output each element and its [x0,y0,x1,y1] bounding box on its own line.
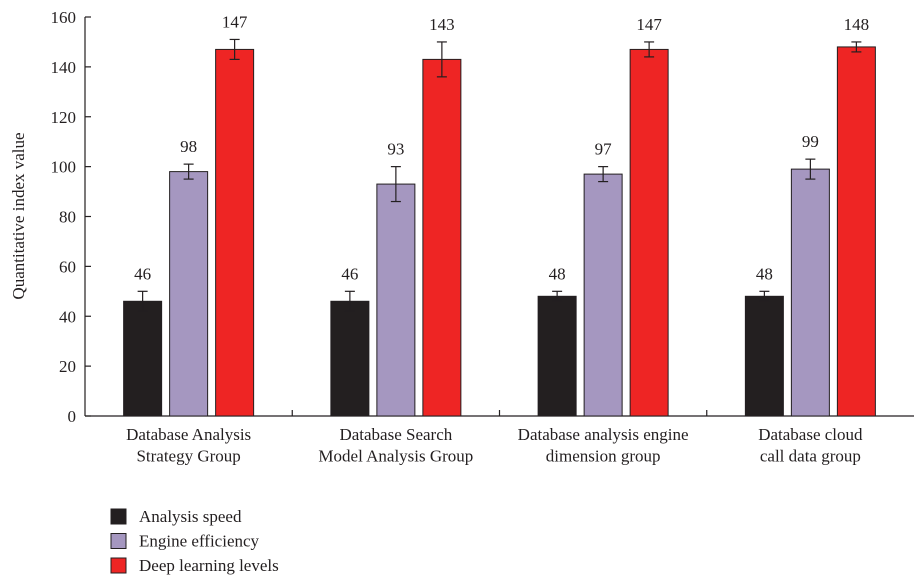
y-tick-label: 40 [59,307,76,326]
value-label: 48 [756,264,773,283]
bar [537,295,577,417]
value-label: 148 [844,15,870,34]
error-bar [598,166,609,183]
legend-label: Analysis speed [139,507,242,526]
x-tick-label: Database Search Model Analysis Group [318,425,473,465]
value-label: 98 [180,137,197,156]
error-bar [137,290,148,312]
value-label: 99 [802,132,819,151]
legend-label: Deep learning levels [139,556,279,575]
bar [215,48,255,417]
y-tick-label: 0 [68,407,77,426]
value-label: 46 [341,264,358,283]
x-tick-label: Database Analysis Strategy Group [126,425,251,465]
y-axis-label: Quantitative index value [9,132,28,299]
error-bar [552,290,563,302]
bar [583,173,623,417]
value-label: 147 [222,12,248,31]
bar [422,58,462,417]
value-label: 93 [387,140,404,159]
y-tick-label: 100 [51,158,77,177]
y-tick-label: 140 [51,58,77,77]
y-tick-label: 20 [59,357,76,376]
value-label: 48 [549,264,566,283]
error-bar [644,41,655,58]
legend-swatch [110,557,127,574]
bar [629,48,669,417]
legend-swatch [110,533,127,549]
value-label: 46 [134,264,151,283]
x-tick-label: Database analysis engine dimension group [518,425,689,465]
legend-label: Engine efficiency [139,532,260,551]
bar [790,168,830,417]
x-tick-label: Database cloud call data group [758,425,863,465]
error-bar [805,158,816,180]
error-bar [229,38,240,60]
error-bar [851,41,862,53]
legend-swatch [110,508,127,525]
y-tick-label: 60 [59,257,76,276]
value-label: 143 [429,15,455,34]
bar [836,46,876,417]
bar [744,295,784,417]
y-tick-label: 120 [51,108,77,127]
bar [376,183,416,417]
bar [169,171,209,417]
error-bar [183,163,194,180]
error-bar [344,290,355,312]
error-bar [390,166,401,203]
error-bar [759,290,770,302]
bar [123,300,163,417]
y-tick-label: 160 [51,8,77,27]
y-tick-label: 80 [59,208,76,227]
value-label: 97 [595,140,613,159]
value-label: 147 [636,15,662,34]
bar [330,300,370,417]
error-bar [436,41,447,78]
